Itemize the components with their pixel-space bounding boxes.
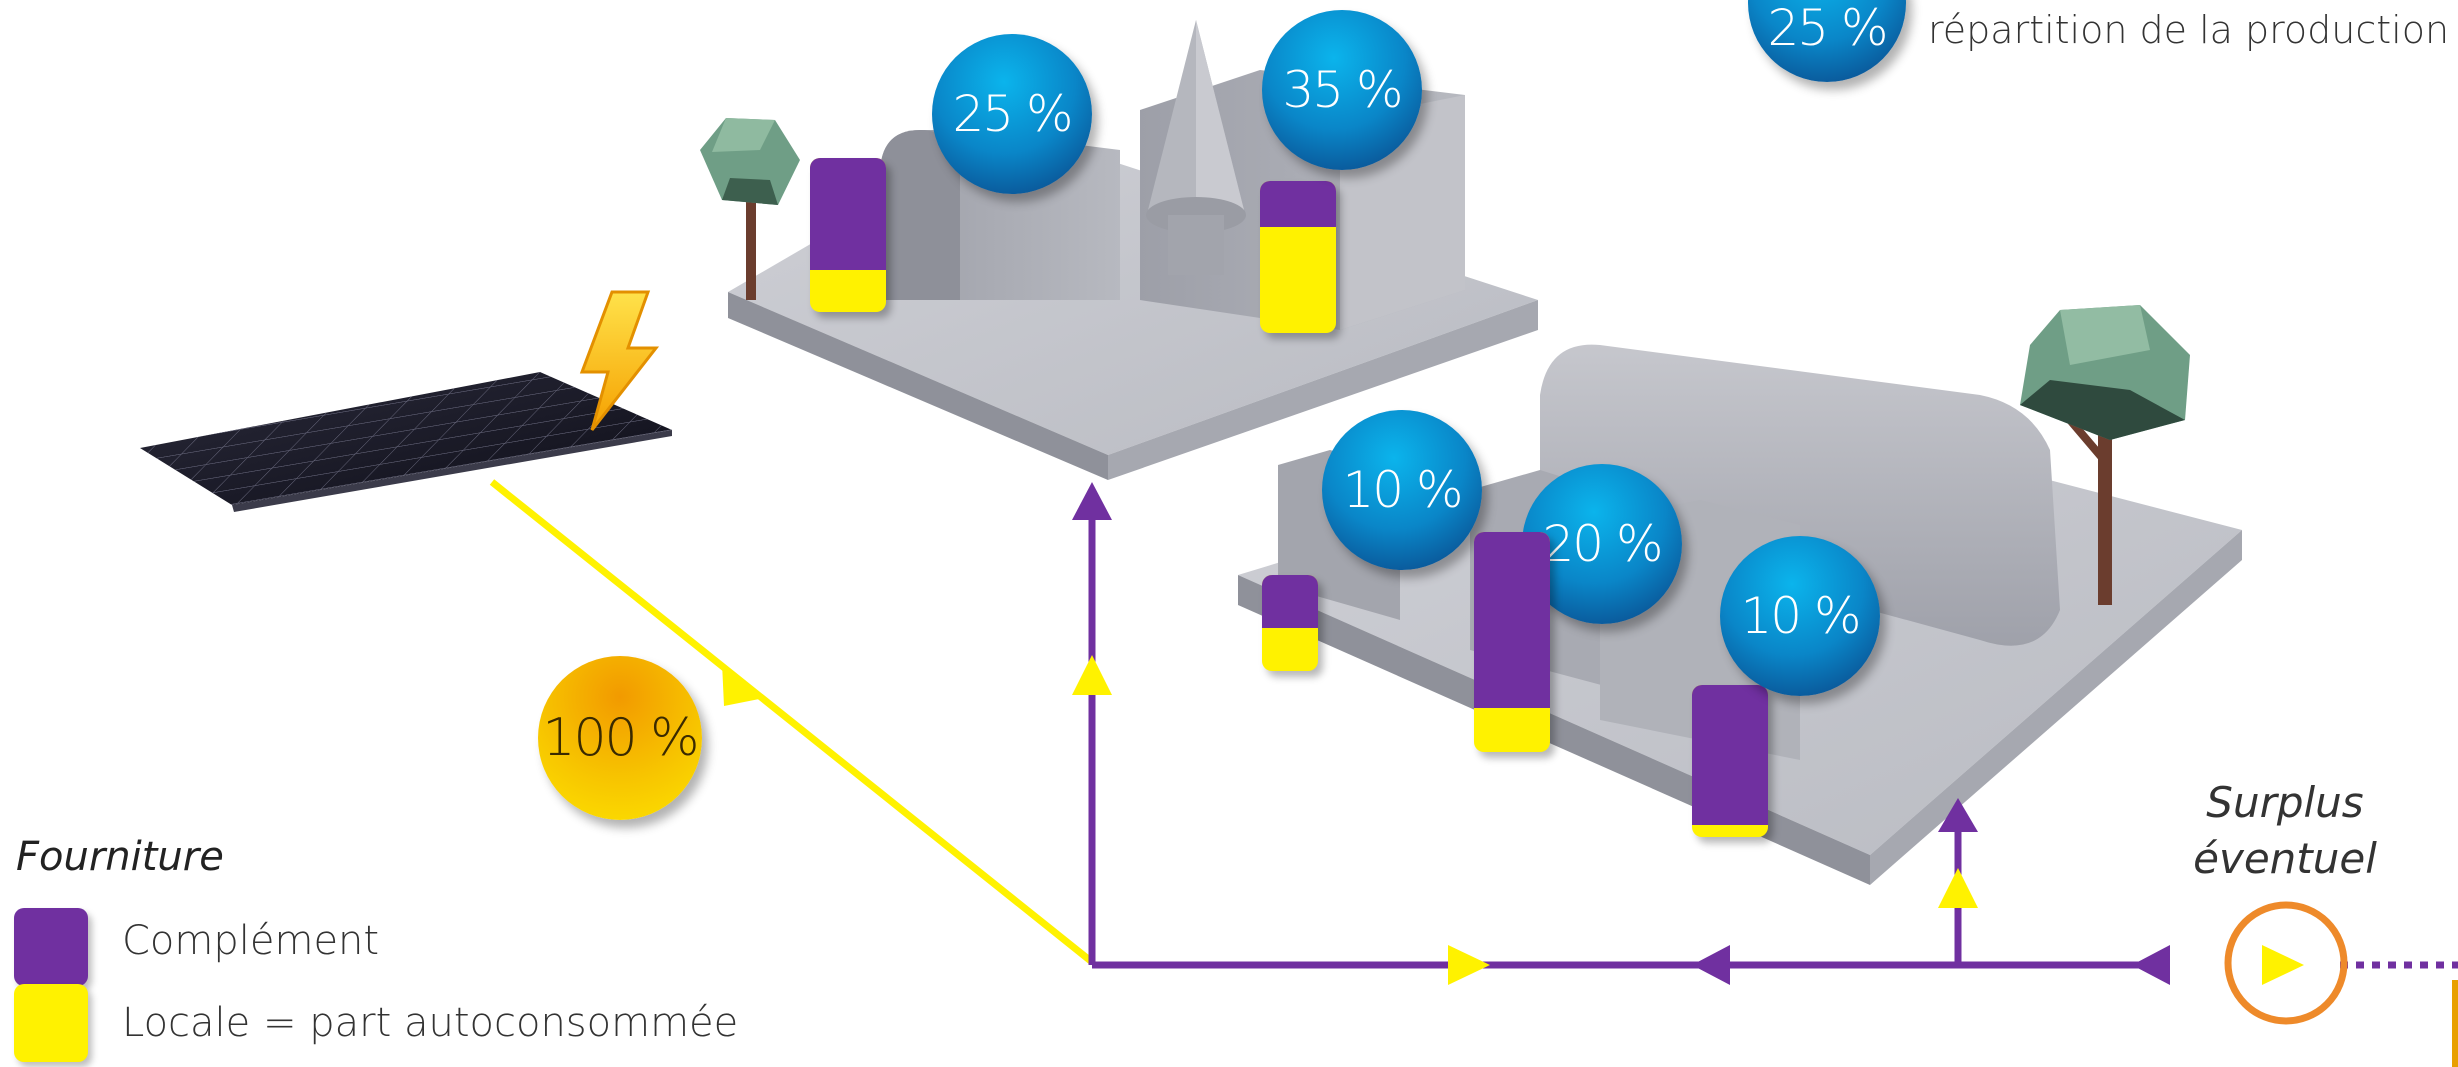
tree-icon xyxy=(2020,305,2190,605)
consumer-percentage-bubble: 25 % xyxy=(932,34,1092,194)
legend-title: Fourniture xyxy=(16,834,224,880)
consumer-percentage-label: 10 % xyxy=(1342,461,1463,519)
production-percentage-bubble: 100 % xyxy=(538,656,702,820)
consumer-bar xyxy=(1260,181,1336,333)
complement-fill xyxy=(810,158,886,271)
surplus-ring xyxy=(2224,901,2348,1025)
legend-swatch-complement xyxy=(14,908,88,986)
solar-panel-icon xyxy=(140,372,672,512)
legend-label-complement: Complément xyxy=(122,918,380,964)
grid-arrow-up-2 xyxy=(1938,798,1978,832)
edge-marker xyxy=(2452,980,2458,1067)
lightning-bolt-icon xyxy=(579,290,660,431)
building-block-1 xyxy=(728,20,1538,480)
surplus-label-line-1: Surplus xyxy=(2206,778,2364,827)
complement-fill xyxy=(1692,685,1768,825)
consumer-percentage-bubble: 10 % xyxy=(1322,410,1482,570)
consumer-bar xyxy=(810,158,886,312)
production-flow xyxy=(489,479,1095,965)
production-percentage-label: 100 % xyxy=(542,708,699,768)
complement-fill xyxy=(1262,575,1318,628)
local-arrow-up-1 xyxy=(1072,655,1112,695)
consumer-percentage-bubble: 10 % xyxy=(1720,536,1880,696)
surplus-label: Surplus éventuel xyxy=(2170,775,2400,887)
complement-fill xyxy=(1260,181,1336,227)
consumer-percentage-label: 25 % xyxy=(952,85,1073,143)
consumer-percentage-bubble: 35 % xyxy=(1262,10,1422,170)
consumer-percentage-label: 35 % xyxy=(1282,61,1403,119)
distribution-network xyxy=(1088,505,2458,969)
local-arrow-up-2 xyxy=(1938,868,1978,908)
grid-arrow-up-1 xyxy=(1072,482,1112,520)
grid-arrow-left-2 xyxy=(2132,945,2170,985)
local-arrow-right-1 xyxy=(1448,945,1490,985)
grid-arrow-left-1 xyxy=(1692,945,1730,985)
consumer-percentage-label: 10 % xyxy=(1740,587,1861,645)
consumer-percentage-label: 20 % xyxy=(1542,515,1663,573)
consumer-bar xyxy=(1692,685,1768,837)
consumer-bar xyxy=(1262,575,1318,671)
consumer-bar xyxy=(1474,532,1550,752)
legend-label-local: Locale = part autoconsommée xyxy=(122,1000,739,1046)
local-arrow-right-2 xyxy=(2262,945,2304,985)
key-percentage-label: 25 % xyxy=(1767,0,1888,57)
complement-fill xyxy=(1474,532,1550,708)
legend-swatch-local xyxy=(14,984,88,1062)
surplus-label-line-2: éventuel xyxy=(2193,834,2377,883)
key-description: répartition de la production xyxy=(1928,8,2450,52)
tree-icon xyxy=(700,118,800,300)
